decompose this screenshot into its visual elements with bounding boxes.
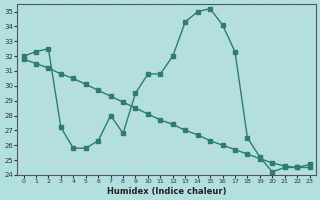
X-axis label: Humidex (Indice chaleur): Humidex (Indice chaleur): [107, 187, 226, 196]
